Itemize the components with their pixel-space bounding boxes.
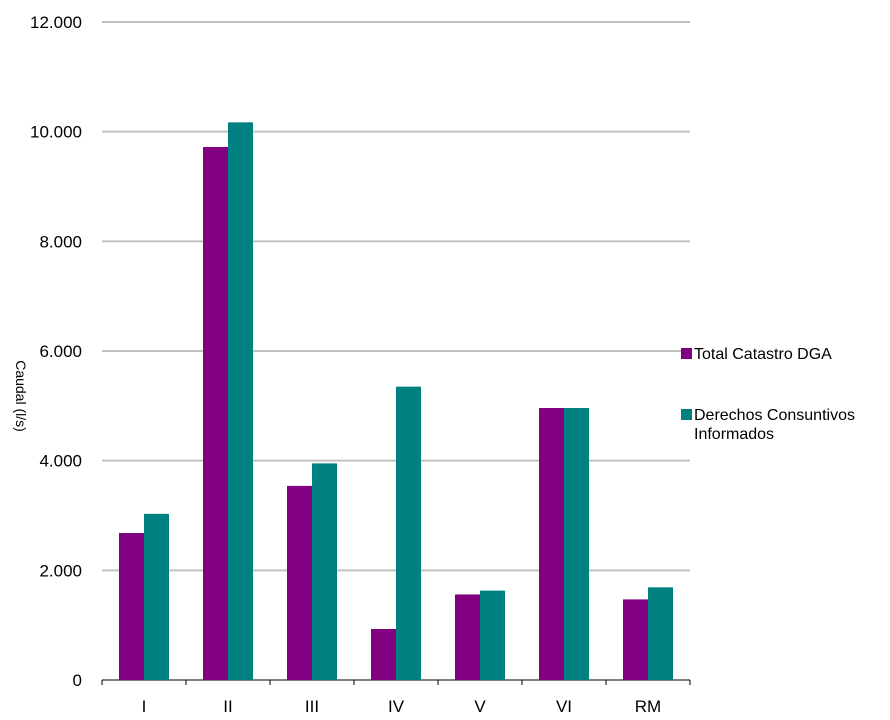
bar-total-catastro-iv [371,629,396,680]
x-tick-label: II [223,697,232,716]
bar-total-catastro-ii [203,147,228,680]
bar-total-catastro-i [119,533,144,680]
legend-label: Derechos Consuntivos [694,407,855,424]
legend-swatch [681,348,692,359]
bar-derechos-consuntivos-iv [396,386,421,680]
x-axis-ticks: I II III IV V VI RM [101,680,691,716]
y-axis-label-text: Caudal (l/s) [13,360,29,432]
x-tick-label: V [474,697,486,716]
bar-derechos-consuntivos-i [144,513,169,680]
bar-derechos-consuntivos-ii [228,122,253,681]
bar-total-catastro-rm [623,599,648,680]
y-tick-label: 8.000 [39,232,82,251]
y-tick-label: 0 [73,671,82,690]
bars [119,122,673,681]
y-axis-ticks: 0 2.000 4.000 6.000 8.000 10.000 12.000 [30,13,82,690]
y-tick-label: 4.000 [39,452,82,471]
bar-derechos-consuntivos-v [480,590,505,680]
y-tick-label: 2.000 [39,561,82,580]
x-tick-label: RM [635,697,661,716]
bar-total-catastro-iii [287,485,312,680]
legend-label: Informados [694,426,774,443]
bar-derechos-consuntivos-iii [312,463,337,680]
y-axis-label: Caudal (l/s) [13,360,29,432]
y-tick-label: 10.000 [30,123,82,142]
legend-swatch [681,409,692,420]
x-tick-label: I [142,697,147,716]
bar-derechos-consuntivos-rm [648,587,673,680]
x-tick-label: III [305,697,319,716]
y-tick-label: 12.000 [30,13,82,32]
bar-total-catastro-vi [539,408,564,680]
x-tick-label: IV [388,697,405,716]
legend-item-derechos-consuntivos: Derechos Consuntivos Informados [681,407,855,443]
x-tick-label: VI [556,697,572,716]
legend-item-total-catastro: Total Catastro DGA [681,346,832,363]
legend: Total Catastro DGA Derechos Consuntivos In… [681,346,855,443]
bar-derechos-consuntivos-vi [564,408,589,680]
legend-label: Total Catastro DGA [694,346,832,363]
y-tick-label: 6.000 [39,342,82,361]
bar-total-catastro-v [455,594,480,680]
